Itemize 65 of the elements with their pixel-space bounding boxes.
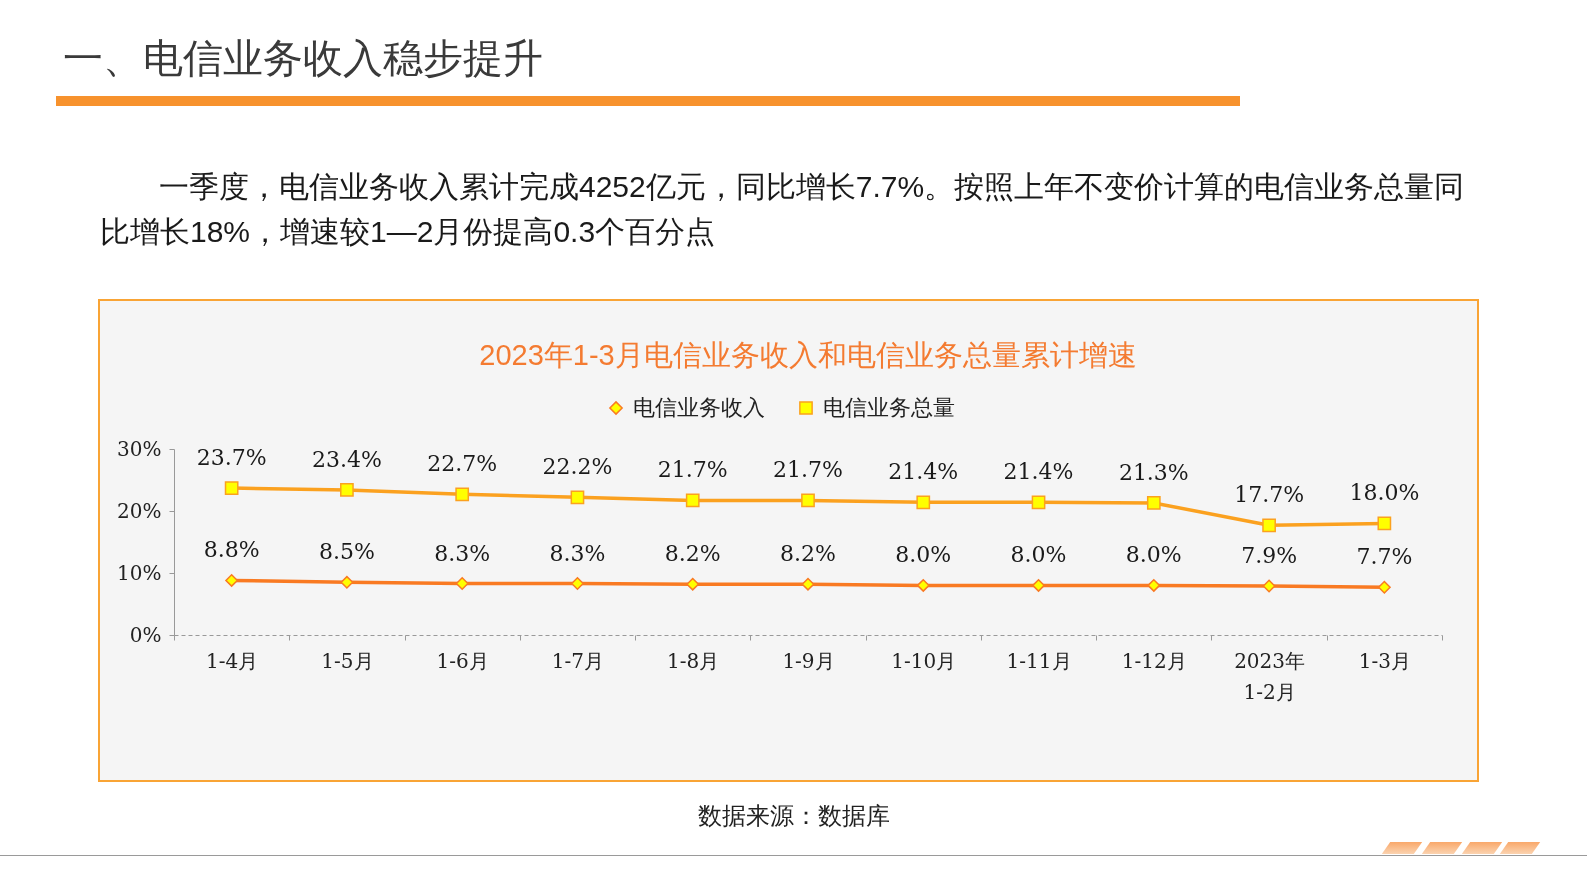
point (1032, 578, 1045, 592)
point (571, 577, 584, 590)
point (225, 573, 239, 587)
point (455, 487, 470, 502)
data-label: 8.3% (434, 540, 491, 566)
data-label: 8.0% (895, 542, 952, 568)
point (1031, 495, 1046, 510)
x-tick-label: 2023年 1-2月 (1234, 648, 1306, 704)
data-label: 7.9% (1241, 543, 1298, 569)
x-tick-label: 1-5月 (321, 648, 374, 673)
x-tick-label: 1-11月 (1006, 648, 1072, 673)
point (340, 483, 354, 497)
point (686, 577, 700, 591)
point (1377, 516, 1392, 531)
data-label: 23.4% (311, 446, 382, 472)
x-tick-label: 1-7月 (551, 648, 605, 673)
chart-title: 2023年1-3月电信业务收入和电信业务总量累计增速 (479, 339, 1137, 371)
y-tick-label: 30% (117, 436, 162, 461)
point (916, 495, 931, 510)
legend-label: 电信业务总量 (823, 395, 955, 420)
source-note: 数据来源：数据库 (697, 802, 890, 831)
x-tick-label: 1-4月 (206, 648, 259, 673)
data-label: 21.7% (657, 457, 728, 483)
text: 一、电信业务收入稳步提升 (63, 35, 543, 82)
x-tick-label: 1-6月 (436, 648, 489, 673)
point (685, 493, 700, 508)
data-label: 8.0% (1010, 542, 1067, 568)
point (916, 578, 930, 592)
x-tick-label: 1-8月 (667, 648, 720, 673)
data-label: 22.7% (427, 451, 498, 477)
point (224, 481, 239, 495)
point (1147, 578, 1161, 592)
x-tick-label: 1-3月 (1358, 648, 1411, 673)
point (1262, 518, 1276, 533)
point (570, 490, 585, 505)
data-label: 8.2% (780, 541, 836, 567)
point (1146, 496, 1161, 510)
data-label: 7.7% (1356, 544, 1413, 570)
x-tick-label: 1-12月 (1121, 648, 1187, 673)
data-label: 8.2% (664, 541, 721, 567)
data-label: 21.3% (1118, 459, 1189, 485)
y-tick-label: 0% (129, 622, 162, 647)
data-label: 8.3% (549, 540, 606, 566)
data-label: 8.0% (1125, 542, 1182, 568)
point (801, 493, 815, 508)
x-tick-label: 1-10月 (891, 648, 957, 673)
x-tick-label: 1-9月 (782, 648, 835, 673)
data-label: 18.0% (1349, 480, 1420, 506)
data-label: 21.7% (773, 457, 843, 483)
point (455, 577, 469, 590)
data-label: 21.4% (1003, 459, 1074, 485)
data-label: 8.5% (318, 539, 375, 565)
point (1262, 579, 1276, 593)
data-label: 23.7% (196, 445, 267, 471)
text: 一季度，电信业务收入累计完成4252亿元，同比增长7.7%。按照上年不变价计算的电信业务总量同比增长18%，增速较1—2月份提高0.3个百分点 (100, 169, 1466, 250)
y-tick-label: 10% (117, 560, 162, 585)
point (801, 577, 815, 591)
y-tick-label: 20% (117, 498, 162, 523)
point (1377, 580, 1391, 594)
legend-label: 电信业务收入 (633, 395, 765, 420)
point (340, 575, 354, 589)
data-label: 21.4% (888, 459, 959, 485)
data-label: 8.8% (203, 537, 260, 563)
data-label: 17.7% (1234, 482, 1305, 508)
data-label: 22.2% (542, 454, 613, 480)
